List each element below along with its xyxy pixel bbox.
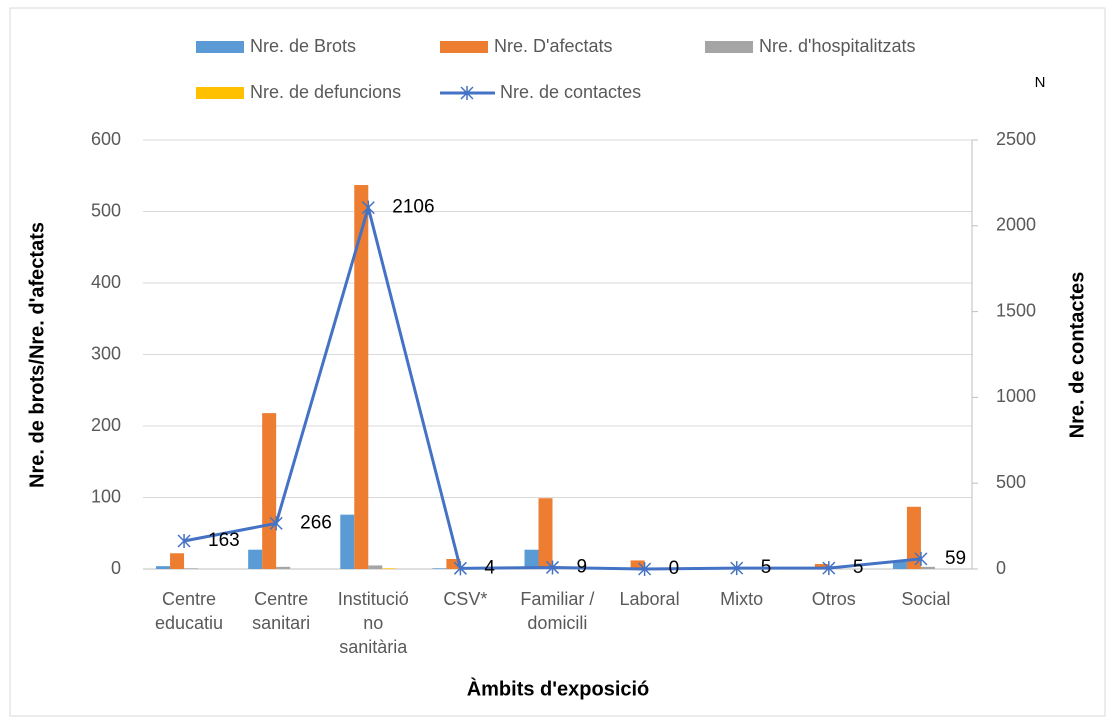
y2-tick-label: 1000 xyxy=(996,386,1036,406)
y-tick-label: 200 xyxy=(91,415,121,435)
x-tick-label: Laboral xyxy=(619,589,680,609)
x-tick-label: Centre sanitari xyxy=(252,589,311,633)
y2-note: N xyxy=(1035,74,1046,91)
x-tick-label: CSV* xyxy=(443,589,488,609)
bar xyxy=(156,566,171,569)
bar xyxy=(906,506,921,569)
x-tick-label: Social xyxy=(901,589,951,609)
data-label: 59 xyxy=(945,548,966,569)
x-axis-title: Àmbits d'exposició xyxy=(467,677,650,700)
x-tick-label: Mixto xyxy=(720,589,764,609)
bar xyxy=(184,568,199,569)
bar xyxy=(814,563,829,569)
legend-label: Nre. d'hospitalitzats xyxy=(759,36,916,56)
bar xyxy=(382,568,397,569)
data-label: 5 xyxy=(761,557,772,578)
y2-tick-label: 2500 xyxy=(996,129,1036,149)
legend-swatch xyxy=(705,41,753,53)
marker xyxy=(177,534,191,549)
data-label: 163 xyxy=(208,530,240,551)
bar xyxy=(262,413,277,569)
y-axis-title: Nre. de brots/Nre. d'afectats xyxy=(26,222,48,488)
y-tick-label: 100 xyxy=(91,486,121,506)
marker xyxy=(914,551,928,566)
x-tick-label: Otros xyxy=(811,589,856,609)
x-tick-label: Centre educatiu xyxy=(154,589,224,633)
legend-label: Nre. de defuncions xyxy=(250,82,401,102)
y2-tick-label: 1500 xyxy=(996,300,1036,320)
legend-label: Nre. de contactes xyxy=(500,82,641,102)
y2-tick-label: 0 xyxy=(996,558,1006,578)
legend-marker xyxy=(460,86,474,100)
bar xyxy=(538,498,553,569)
bar xyxy=(170,553,185,569)
marker xyxy=(730,561,744,576)
marker xyxy=(822,561,836,576)
y-tick-label: 0 xyxy=(111,558,121,578)
marker xyxy=(269,516,283,531)
bar xyxy=(630,560,645,569)
y-tick-label: 300 xyxy=(91,343,121,363)
legend-label: Nre. de Brots xyxy=(250,36,356,56)
marker xyxy=(453,561,467,576)
x-tick-label: Institució no sanitària xyxy=(337,589,409,657)
data-label: 0 xyxy=(669,558,680,579)
bar xyxy=(524,549,539,569)
legend-swatch xyxy=(196,87,244,99)
bar xyxy=(354,185,369,570)
bar xyxy=(340,514,355,569)
legend-swatch xyxy=(440,41,488,53)
y2-axis-title: Nre. de contactes xyxy=(1066,272,1088,439)
bar xyxy=(446,558,461,569)
bar xyxy=(368,565,383,569)
data-label: 2106 xyxy=(392,197,434,218)
y-tick-label: 500 xyxy=(91,200,121,220)
y-tick-label: 400 xyxy=(91,272,121,292)
y-tick-label: 600 xyxy=(91,129,121,149)
bar xyxy=(248,549,263,569)
bar xyxy=(276,566,291,569)
y2-tick-label: 2000 xyxy=(996,215,1036,235)
marker xyxy=(361,200,375,215)
data-label: 9 xyxy=(577,556,588,577)
x-tick-label: Familiar / domicili xyxy=(520,589,595,633)
bar xyxy=(920,566,935,569)
bar xyxy=(432,568,447,569)
chart-border xyxy=(9,7,1106,717)
data-label: 4 xyxy=(484,557,495,578)
data-label: 266 xyxy=(300,512,332,533)
data-label: 5 xyxy=(853,557,864,578)
y2-tick-label: 500 xyxy=(996,472,1026,492)
legend-swatch xyxy=(196,41,244,53)
legend-label: Nre. D'afectats xyxy=(494,36,612,56)
marker xyxy=(545,560,560,575)
marker xyxy=(638,562,652,576)
bar xyxy=(892,561,907,569)
